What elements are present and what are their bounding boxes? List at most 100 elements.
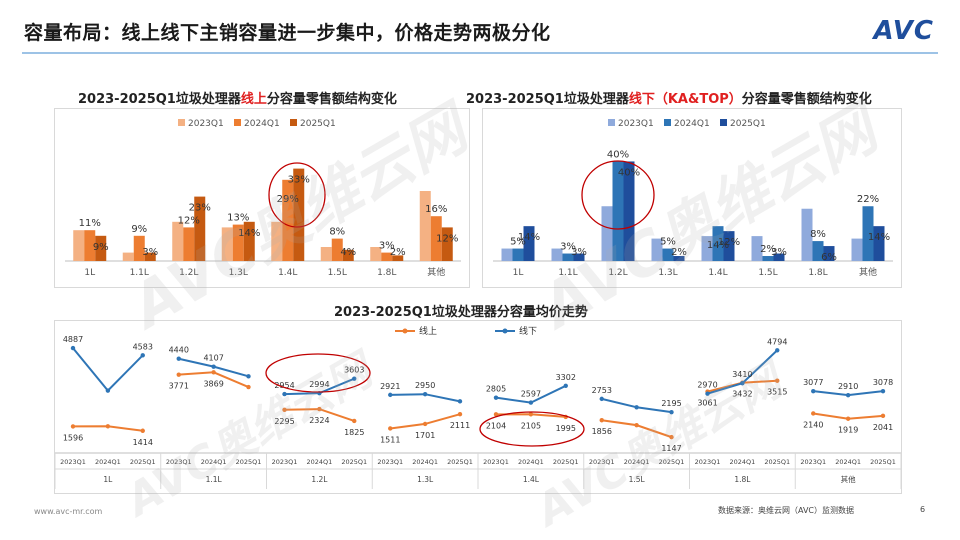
chart3-value-4-1-1: 2597 — [521, 390, 541, 399]
chart1-xtick-1.3L: 1.3L — [229, 268, 248, 278]
chart3-point-1L-线上-1 — [105, 424, 111, 429]
chart3-period-5-1: 2024Q1 — [624, 458, 650, 466]
chart2-label-0-2: 14% — [518, 232, 540, 243]
chart3-point-1L-线下-2 — [140, 353, 145, 358]
chart2-label-6-1: 8% — [810, 229, 826, 240]
chart2-bar-其他-2024Q1 — [862, 206, 874, 261]
chart2-legend-label-2024Q1: 2024Q1 — [674, 119, 710, 129]
chart3-value-1-1-0: 4440 — [169, 346, 189, 355]
chart1-bar-1.4L-2025Q1 — [293, 168, 305, 261]
chart3-point-1.8L-线下-2 — [775, 348, 780, 353]
chart1-legend-label-2023Q1: 2023Q1 — [188, 119, 224, 129]
chart2-label-3-1: 5% — [660, 237, 676, 248]
chart3-point-1.3L-线上-1 — [422, 421, 428, 427]
chart2-label-7-1: 22% — [857, 194, 879, 205]
chart2-highlight-ellipse — [581, 160, 655, 230]
chart1-legend-swatch-2025Q1 — [290, 119, 297, 126]
chart3-point-1L-线下-0 — [70, 345, 76, 351]
chart1-bar-1.2L-2023Q1 — [172, 221, 184, 261]
chart1-label-1-1: 9% — [131, 224, 147, 235]
chart1-bar-其他-2025Q1 — [441, 227, 453, 261]
chart3-point-1.1L-线上-0 — [176, 372, 181, 377]
chart3-value-7-1-1: 2910 — [838, 382, 858, 391]
chart1-label-5-2: 4% — [340, 247, 356, 258]
chart2-label-2-2: 40% — [618, 167, 640, 178]
chart3-point-其他-线上-1 — [845, 416, 851, 421]
chart3-point-1.1L-线上-1 — [211, 370, 216, 375]
chart1-label-0-2: 9% — [93, 242, 109, 253]
chart3-value-0-1-2: 4583 — [133, 342, 153, 351]
chart2-bar-1L-2023Q1 — [501, 248, 513, 261]
chart1-xtick-1.2L: 1.2L — [179, 268, 198, 278]
chart3-value-4-0-1: 2105 — [521, 421, 541, 430]
chart3-period-3-2: 2025Q1 — [447, 458, 473, 466]
chart2-label-2-1: 40% — [607, 149, 629, 160]
chart3-period-4-2: 2025Q1 — [553, 458, 579, 466]
page-number: 6 — [920, 505, 926, 514]
chart2-bar-1.4L-2024Q1 — [712, 226, 724, 261]
chart3-group-label-1.4L: 1.4L — [523, 475, 540, 484]
chart2-label-4-2: 12% — [718, 237, 740, 248]
chart2-xtick-其他: 其他 — [859, 266, 877, 278]
chart3-value-2-0-0: 2295 — [274, 417, 294, 426]
chart3-group-label-1.1L: 1.1L — [206, 475, 223, 484]
chart2-bar-1.4L-2023Q1 — [701, 236, 713, 261]
chart3-point-1.4L-线下-0 — [493, 395, 499, 400]
chart2-title-prefix: 2023-2025Q1垃圾处理器 — [466, 92, 629, 107]
chart3-group-label-1.2L: 1.2L — [311, 475, 328, 484]
chart3-value-4-1-0: 2805 — [486, 385, 506, 394]
chart3-value-6-1-2: 4794 — [767, 337, 787, 346]
chart3-point-1.5L-线下-2 — [669, 409, 674, 415]
chart3-value-0-0-0: 1596 — [63, 433, 83, 442]
chart1-label-4-2: 33% — [288, 175, 310, 186]
chart1-bar-1.3L-2024Q1 — [232, 224, 244, 261]
chart2-label-1-2: 3% — [571, 247, 587, 258]
chart2-title: 2023-2025Q1垃圾处理器线下（KA&TOP）分容量零售额结构变化 — [466, 88, 872, 107]
chart3-point-1L-线上-0 — [70, 424, 76, 429]
chart1-label-6-1: 3% — [379, 241, 395, 252]
chart2-xtick-1.8L: 1.8L — [808, 268, 827, 278]
chart3-value-7-0-1: 1919 — [838, 426, 858, 435]
chart1-bar-1.5L-2023Q1 — [320, 247, 332, 261]
chart2-svg: 2023Q1 2024Q1 2025Q1 1L 1.1L 1.2L 1.3L 1.4L 1.5L… — [493, 119, 893, 278]
chart3-value-4-0-2: 1995 — [556, 424, 576, 433]
footer-source: 数据来源：奥维云网（AVC）监测数据 — [718, 506, 855, 515]
chart2-bar-1.2L-2025Q1 — [623, 161, 635, 261]
chart3-point-其他-线下-1 — [845, 392, 851, 398]
chart1-bar-1.4L-2023Q1 — [271, 221, 283, 261]
chart3-point-其他-线下-0 — [811, 388, 816, 394]
footer-website[interactable]: www.avc-mr.com — [34, 507, 103, 516]
chart3-ellipse-1-4L-online — [479, 411, 585, 447]
chart1-bar-1L-2025Q1 — [95, 235, 107, 261]
chart3-period-1-1: 2024Q1 — [201, 458, 227, 466]
chart3-point-1.1L-线上-2 — [246, 384, 251, 390]
chart3-point-1.5L-线下-0 — [599, 396, 604, 402]
chart3-value-5-0-2: 1147 — [661, 444, 681, 453]
chart3-value-3-0-0: 1511 — [380, 435, 400, 444]
chart1-xtick-其他: 其他 — [427, 266, 445, 278]
chart1-bar-1L-2024Q1 — [84, 230, 96, 261]
chart3-point-其他-线上-2 — [880, 413, 886, 419]
chart3-period-6-2: 2025Q1 — [764, 458, 790, 466]
chart3-svg: 线上 线下 2023Q1 2024Q1 2025Q1 1L 2023Q1 2024Q1 2025… — [54, 325, 902, 489]
chart1-title-prefix: 2023-2025Q1垃圾处理器 — [78, 92, 241, 107]
chart2-label-5-1: 2% — [760, 244, 776, 255]
chart3-value-5-1-0: 2753 — [592, 386, 612, 395]
chart3-group-label-其他: 其他 — [841, 474, 856, 484]
chart3-value-1-1-1: 4107 — [203, 354, 223, 363]
chart3-value-0-0-2: 1414 — [133, 438, 153, 447]
chart3-value-4-1-2: 3302 — [556, 373, 576, 382]
chart1-label-3-1: 13% — [227, 213, 249, 224]
chart3-point-1.5L-线上-1 — [634, 422, 639, 428]
chart1-highlight-ellipse — [268, 162, 326, 228]
chart3-point-1.1L-线下-2 — [246, 374, 251, 379]
chart1-bar-1.3L-2025Q1 — [243, 221, 255, 261]
chart3-value-2-1-1: 2994 — [309, 380, 329, 389]
chart3-point-1.5L-线上-0 — [599, 418, 604, 423]
chart2-bar-1.3L-2024Q1 — [662, 248, 674, 261]
chart3-period-6-1: 2024Q1 — [729, 458, 755, 466]
chart2-title-suffix: 分容量零售额结构变化 — [741, 92, 872, 107]
chart3-period-0-2: 2025Q1 — [130, 458, 156, 466]
chart3-period-5-2: 2025Q1 — [659, 458, 685, 466]
chart2-label-5-2: 3% — [771, 247, 787, 258]
